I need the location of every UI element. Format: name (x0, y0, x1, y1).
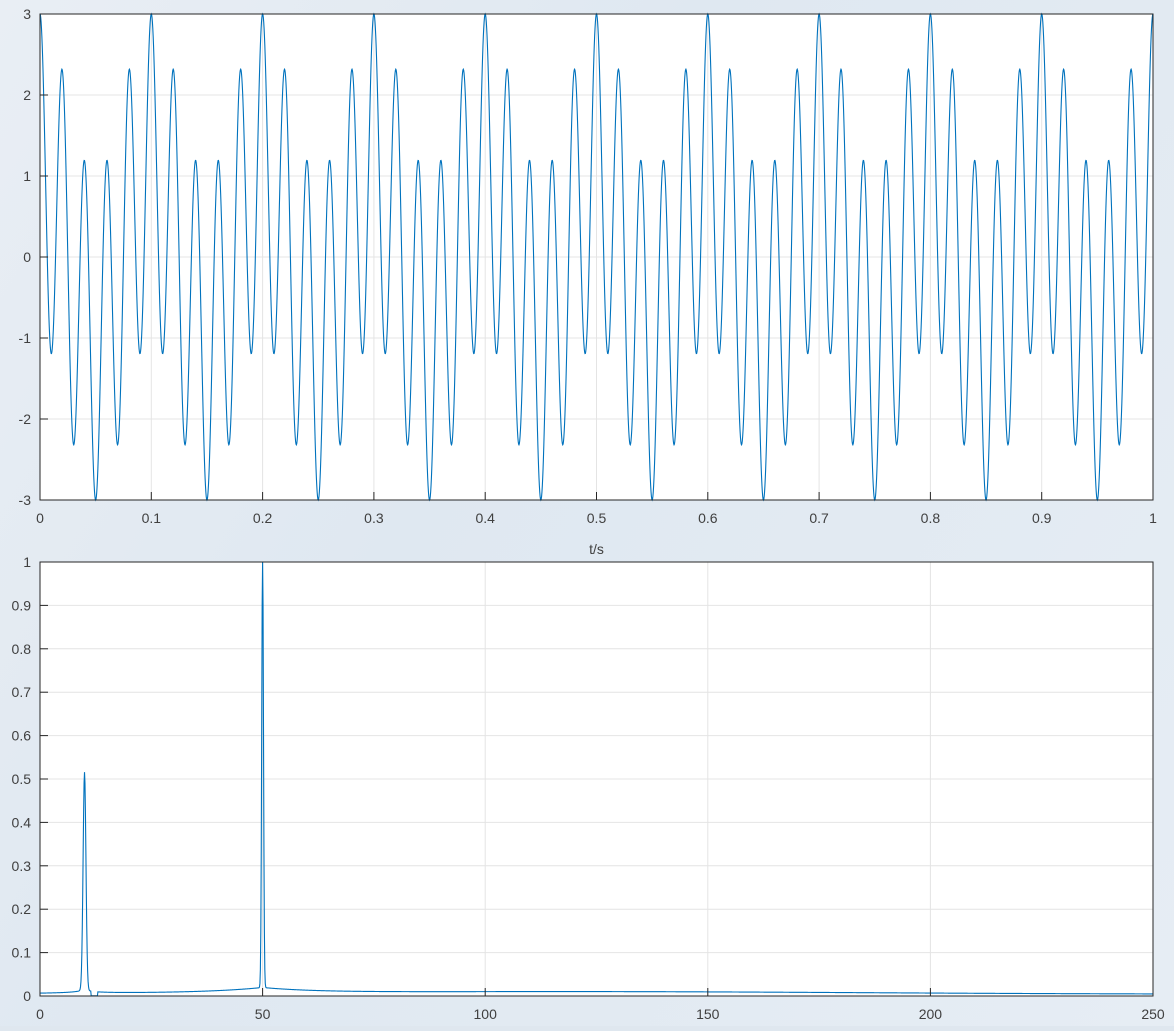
x-tick-label: 150 (696, 1006, 720, 1022)
x-tick-label: 50 (255, 1006, 271, 1022)
y-tick-label: 0.3 (12, 858, 32, 874)
y-tick-label: 0.2 (12, 901, 32, 917)
y-tick-label: 0.9 (12, 597, 32, 613)
y-tick-label: 0 (23, 249, 31, 265)
x-tick-label: 0.6 (698, 510, 718, 526)
x-tick-label: 0 (36, 1006, 44, 1022)
y-tick-label: 0.7 (12, 684, 32, 700)
y-tick-label: -1 (19, 330, 32, 346)
y-tick-label: 1 (23, 168, 31, 184)
x-tick-label: 100 (474, 1006, 498, 1022)
x-tick-label: 0.4 (475, 510, 495, 526)
time-domain-plot: 0 0.1 0.2 0.3 0.4 0.5 0.6 0.7 0.8 0.9 1 -3 -2 -1 0 1 2 3 t… (19, 6, 1158, 557)
y-tick-label: -2 (19, 411, 32, 427)
series-line (40, 561, 1153, 997)
x-tick-label: 200 (919, 1006, 943, 1022)
x-axis-label: t/s (589, 541, 604, 557)
y-tick-label: 0.8 (12, 641, 32, 657)
x-tick-label: 0.3 (364, 510, 384, 526)
x-tick-label: 250 (1141, 1006, 1165, 1022)
x-tick-label: 0.9 (1032, 510, 1052, 526)
x-tick-label: 0.7 (809, 510, 829, 526)
y-tick-label: 1 (23, 554, 31, 570)
x-tick-label: 1 (1149, 510, 1157, 526)
y-tick-label: 0.4 (12, 814, 32, 830)
y-tick-label: 2 (23, 87, 31, 103)
y-tick-label: 0.6 (12, 728, 32, 744)
x-tick-label: 0 (36, 510, 44, 526)
y-tick-label: 0 (23, 988, 31, 1004)
x-tick-label: 0.5 (587, 510, 607, 526)
x-tick-label: 0.8 (921, 510, 941, 526)
y-tick-label: 3 (23, 6, 31, 22)
y-tick-label: 0.5 (12, 771, 32, 787)
x-tick-label: 0.1 (142, 510, 162, 526)
y-tick-label: 0.1 (12, 945, 32, 961)
frequency-spectrum-plot: 0 50 100 150 200 250 0 0.1 0.2 0.3 0.4 0.5 0.6 0.7 0.8… (12, 554, 1165, 1022)
y-tick-label: -3 (19, 492, 32, 508)
x-tick-label: 0.2 (253, 510, 273, 526)
